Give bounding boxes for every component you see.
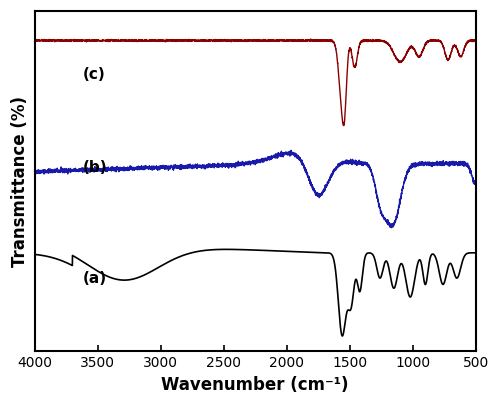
Text: (b): (b) [82,160,107,175]
Y-axis label: Transmittance (%): Transmittance (%) [11,96,29,267]
Text: (a): (a) [82,271,106,286]
Text: (c): (c) [82,67,106,82]
X-axis label: Wavenumber (cm⁻¹): Wavenumber (cm⁻¹) [162,376,349,394]
